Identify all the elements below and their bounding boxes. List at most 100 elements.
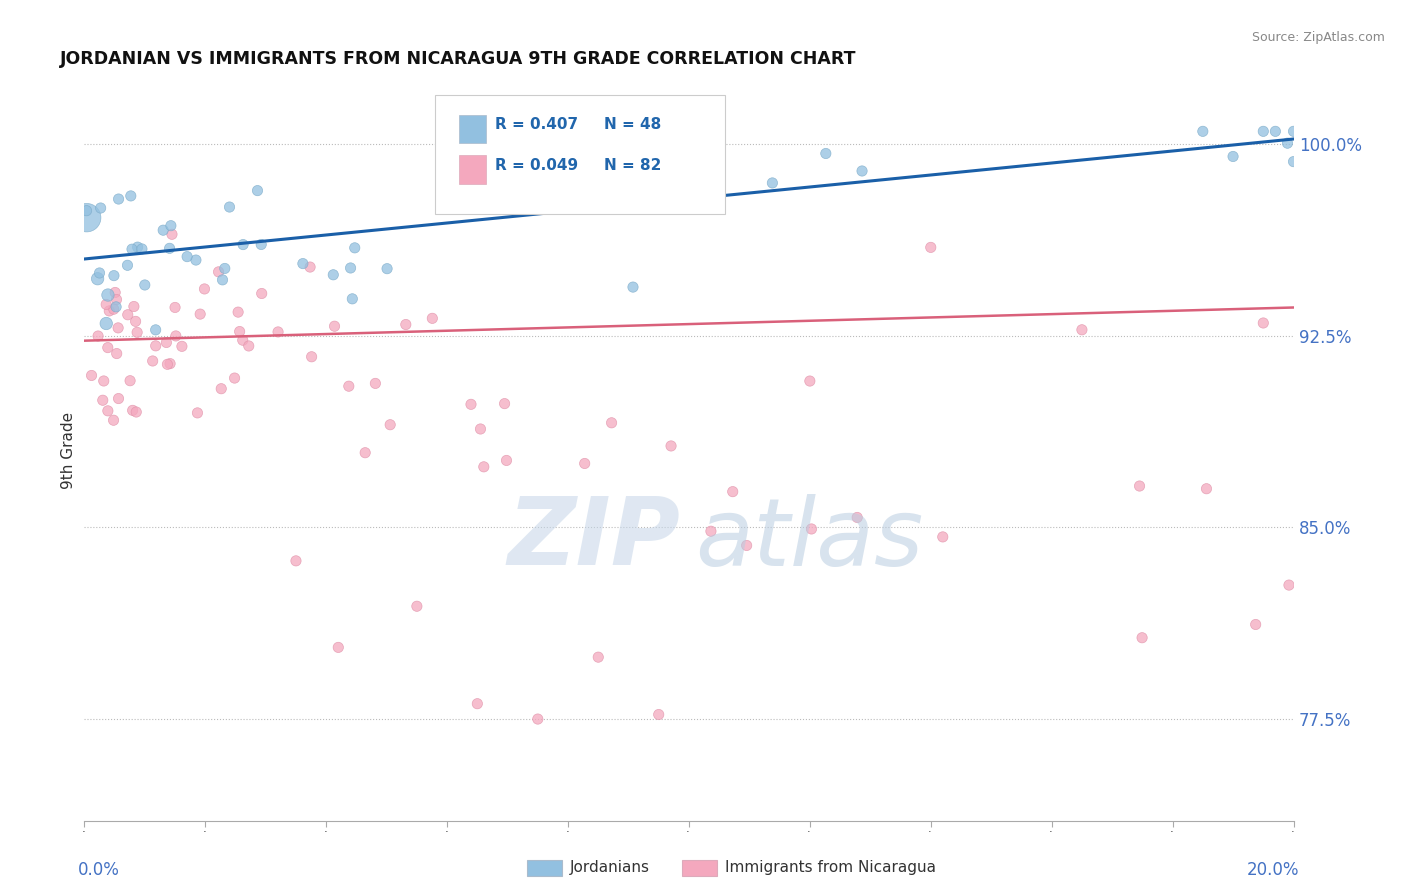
Point [467, 697, 489, 711]
Point [600, 416, 623, 430]
Point [250, 237, 273, 252]
Point [93, 374, 115, 388]
Point [800, 522, 823, 536]
Point [512, 161, 534, 176]
Point [160, 227, 183, 242]
Point [527, 712, 550, 726]
Point [105, 300, 128, 314]
Point [354, 446, 377, 460]
Point [131, 242, 153, 256]
Point [301, 350, 323, 364]
Point [323, 319, 346, 334]
Point [159, 241, 181, 255]
Point [700, 524, 723, 539]
Point [218, 200, 240, 214]
Point [97, 404, 120, 418]
Point [152, 223, 174, 237]
Point [1277, 136, 1299, 151]
Point [343, 241, 366, 255]
Point [721, 484, 744, 499]
Point [495, 453, 517, 467]
Text: Source: ZipAtlas.com: Source: ZipAtlas.com [1251, 31, 1385, 45]
Point [127, 240, 149, 254]
Text: 20.0%: 20.0% [1247, 862, 1299, 880]
Text: N = 82: N = 82 [605, 158, 662, 173]
Point [1278, 578, 1301, 592]
Text: R = 0.049: R = 0.049 [495, 158, 579, 173]
Point [160, 219, 183, 233]
Point [76, 203, 98, 218]
Point [91, 393, 114, 408]
Point [420, 311, 443, 326]
Text: R = 0.407: R = 0.407 [495, 117, 579, 132]
Point [214, 261, 236, 276]
Y-axis label: 9th Grade: 9th Grade [60, 412, 76, 489]
Point [170, 339, 193, 353]
Point [165, 301, 187, 315]
Point [159, 357, 181, 371]
Point [103, 302, 125, 317]
Point [228, 325, 250, 339]
Point [156, 357, 179, 371]
Point [122, 300, 145, 314]
Point [1128, 479, 1150, 493]
Point [120, 374, 142, 388]
Point [145, 323, 167, 337]
Point [322, 268, 344, 282]
Point [121, 242, 143, 256]
Point [574, 457, 596, 471]
Point [375, 261, 398, 276]
Point [80, 368, 103, 383]
Point [90, 201, 112, 215]
Point [342, 292, 364, 306]
Point [1264, 124, 1286, 138]
Point [470, 422, 492, 436]
Point [232, 333, 254, 347]
Point [184, 253, 207, 268]
Point [494, 396, 516, 410]
Point [932, 530, 955, 544]
Point [250, 286, 273, 301]
Point [1282, 154, 1305, 169]
Point [1244, 617, 1267, 632]
Text: JORDANIAN VS IMMIGRANTS FROM NICARAGUA 9TH GRADE CORRELATION CHART: JORDANIAN VS IMMIGRANTS FROM NICARAGUA 9… [60, 50, 856, 68]
Point [1071, 323, 1094, 337]
Point [103, 268, 125, 283]
Point [735, 539, 758, 553]
Point [117, 258, 139, 272]
Point [107, 392, 129, 406]
Point [395, 318, 418, 332]
Point [285, 554, 308, 568]
Point [814, 146, 837, 161]
Point [145, 339, 167, 353]
Point [188, 307, 211, 321]
Point [86, 271, 108, 285]
Point [1195, 482, 1218, 496]
Point [1253, 124, 1275, 138]
Point [648, 707, 671, 722]
FancyBboxPatch shape [434, 95, 725, 213]
Point [76, 211, 98, 225]
Point [105, 346, 128, 360]
Point [87, 329, 110, 343]
Text: ZIP: ZIP [508, 493, 681, 585]
Point [117, 308, 139, 322]
Point [238, 339, 260, 353]
Point [104, 285, 127, 300]
Point [1130, 631, 1153, 645]
Point [524, 186, 547, 201]
Point [1222, 149, 1244, 163]
Point [98, 304, 121, 318]
FancyBboxPatch shape [460, 115, 486, 144]
Point [209, 382, 232, 396]
Text: 0.0%: 0.0% [79, 862, 120, 880]
Point [328, 640, 350, 655]
Point [472, 459, 495, 474]
Point [460, 397, 482, 411]
Point [659, 439, 682, 453]
Point [380, 417, 402, 432]
Point [291, 257, 314, 271]
Point [846, 510, 869, 524]
Point [339, 260, 361, 275]
Text: atlas: atlas [695, 494, 924, 585]
